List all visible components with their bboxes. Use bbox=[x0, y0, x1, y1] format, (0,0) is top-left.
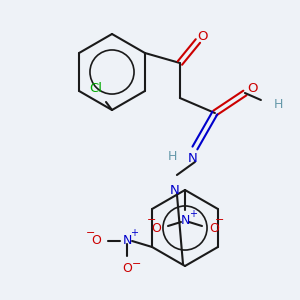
Text: O: O bbox=[91, 235, 101, 248]
Text: −: − bbox=[215, 215, 225, 225]
Text: −: − bbox=[147, 215, 157, 225]
Text: N: N bbox=[170, 184, 180, 196]
Text: O: O bbox=[151, 221, 161, 235]
Text: O: O bbox=[209, 221, 219, 235]
Text: O: O bbox=[248, 82, 258, 95]
Text: −: − bbox=[131, 259, 141, 269]
Text: H: H bbox=[274, 98, 283, 112]
Text: N: N bbox=[180, 214, 190, 226]
Text: +: + bbox=[189, 209, 197, 219]
Text: O: O bbox=[122, 262, 132, 275]
Text: H: H bbox=[168, 149, 178, 163]
Text: N: N bbox=[188, 152, 198, 164]
Text: O: O bbox=[198, 29, 208, 43]
Text: N: N bbox=[122, 235, 132, 248]
Text: +: + bbox=[130, 228, 138, 238]
Text: Cl: Cl bbox=[89, 82, 103, 95]
Text: −: − bbox=[85, 228, 95, 238]
